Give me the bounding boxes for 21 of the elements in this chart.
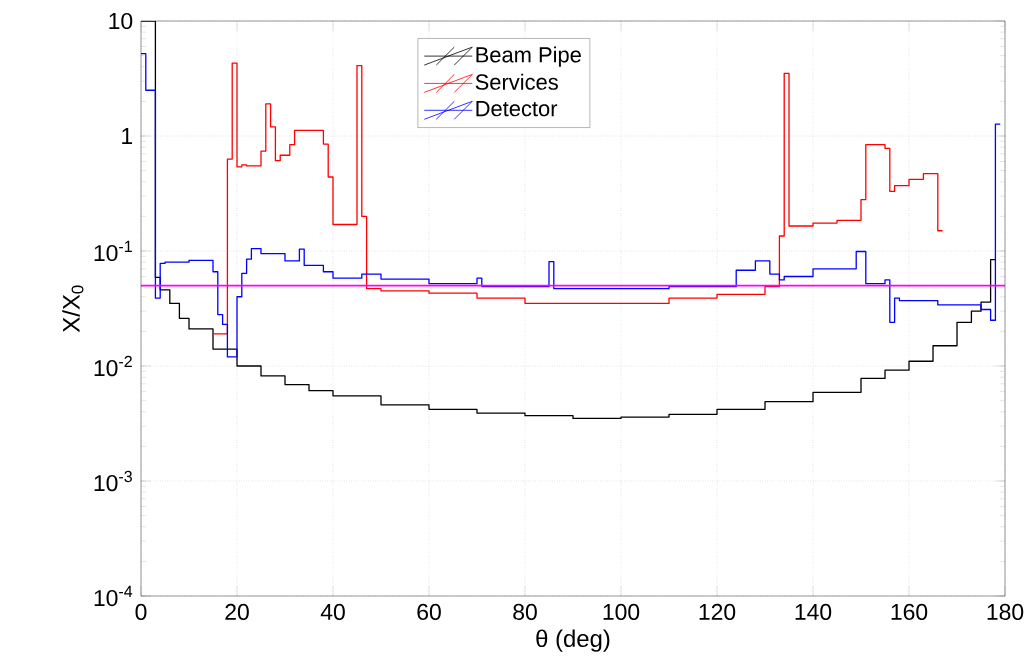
x-tick-label: 160: [891, 603, 928, 621]
legend-label: Services: [475, 73, 558, 90]
y-axis-title: X/X$_{0}$: [62, 285, 84, 333]
y-tick-label: 10$^{-3}$: [94, 470, 132, 492]
y-tick-label: 10$^{-4}$: [94, 585, 133, 607]
x-axis-title: θ (deg): [536, 629, 610, 652]
x-tick-label: 180: [987, 603, 1024, 621]
legend-label: Detector: [476, 101, 558, 117]
y-tick-label: 10$^{-1}$: [94, 240, 132, 262]
x-tick-label: 100: [603, 603, 640, 621]
y-tick-label: 10$^{-2}$: [94, 355, 132, 377]
x-tick-label: 140: [795, 603, 832, 621]
x-tick-label: 0: [135, 603, 147, 621]
y-tick-label: 10: [109, 12, 133, 30]
x-tick-label: 40: [320, 603, 345, 621]
x-tick-label: 20: [225, 603, 249, 621]
y-tick-label: 1: [122, 128, 133, 144]
x-tick-label: 80: [513, 603, 537, 621]
x-tick-label: 120: [699, 603, 736, 621]
x-tick-label: 60: [417, 603, 441, 621]
legend-label: Beam Pipe: [476, 46, 581, 67]
